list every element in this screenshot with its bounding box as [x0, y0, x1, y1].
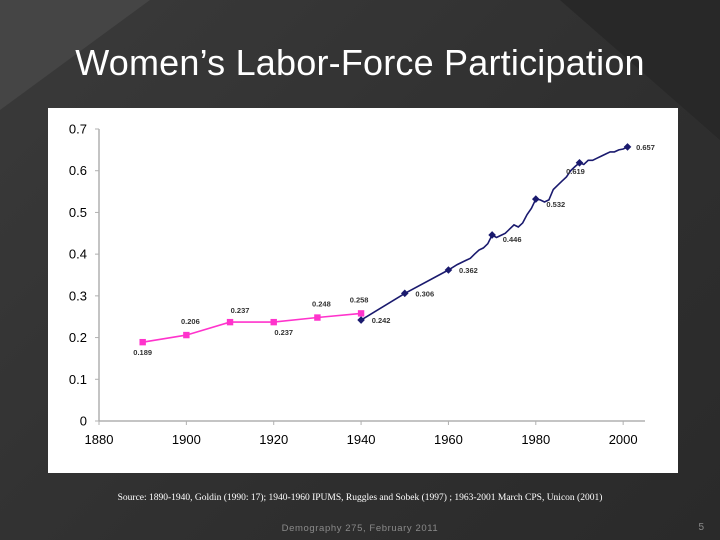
- square-marker: [270, 318, 277, 326]
- data-label: 0.237: [274, 328, 293, 337]
- diamond-marker: [623, 143, 632, 151]
- y-tick-label: 0.2: [69, 330, 87, 345]
- square-marker: [183, 331, 190, 339]
- y-tick-label: 0.3: [69, 288, 87, 303]
- source-citation: Source: 1890-1940, Goldin (1990: 17); 19…: [117, 493, 603, 503]
- x-tick-label: 1940: [347, 432, 376, 447]
- x-tick-label: 1980: [521, 432, 550, 447]
- slide-number: 5: [698, 522, 704, 533]
- x-tick-label: 1960: [434, 432, 463, 447]
- slide-title: Women’s Labor-Force Participation: [75, 42, 645, 83]
- y-tick-label: 0.4: [69, 247, 87, 262]
- diamond-marker: [400, 289, 409, 298]
- slide-footer: Demography 275, February 2011: [281, 523, 439, 534]
- data-label: 0.248: [312, 300, 331, 309]
- square-marker: [314, 314, 321, 321]
- x-tick-label: 1880: [85, 432, 114, 447]
- x-tick-label: 1920: [259, 432, 288, 447]
- square-marker: [226, 318, 234, 326]
- chart-panel: 0 0.1 0.2 0.3 0.4 0.5 0.6 0.7 1880 1900 1920 1940 19…: [48, 108, 678, 473]
- data-label: 0.532: [546, 200, 565, 209]
- diamond-marker: [444, 266, 453, 274]
- series-line-1: [142, 312, 362, 343]
- diamond-marker: [488, 231, 496, 239]
- y-tick-label: 0.6: [69, 163, 87, 178]
- data-label: 0.657: [636, 143, 655, 152]
- data-label: 0.206: [181, 317, 200, 326]
- diamond-marker: [357, 316, 365, 324]
- y-tick-label: 0.7: [69, 122, 87, 137]
- line-chart: 0 0.1 0.2 0.3 0.4 0.5 0.6 0.7 1880 1900 1920 1940 19…: [69, 122, 655, 448]
- data-label: 0.362: [459, 266, 478, 275]
- x-tick-label: 1900: [172, 432, 201, 447]
- data-label: 0.446: [503, 235, 522, 244]
- diamond-marker: [575, 158, 584, 167]
- data-label: 0.189: [133, 348, 152, 357]
- y-tick-label: 0.1: [69, 372, 87, 387]
- data-label: 0.258: [350, 295, 369, 304]
- diamond-marker: [532, 195, 540, 203]
- data-label: 0.619: [566, 167, 585, 176]
- data-label: 0.237: [231, 306, 250, 315]
- data-label: 0.306: [415, 289, 434, 298]
- square-marker: [357, 310, 365, 317]
- square-marker: [139, 338, 146, 346]
- y-tick-label: 0: [80, 414, 87, 429]
- y-tick-label: 0.5: [69, 205, 87, 220]
- data-label: 0.242: [372, 316, 391, 325]
- x-tick-label: 2000: [609, 432, 638, 447]
